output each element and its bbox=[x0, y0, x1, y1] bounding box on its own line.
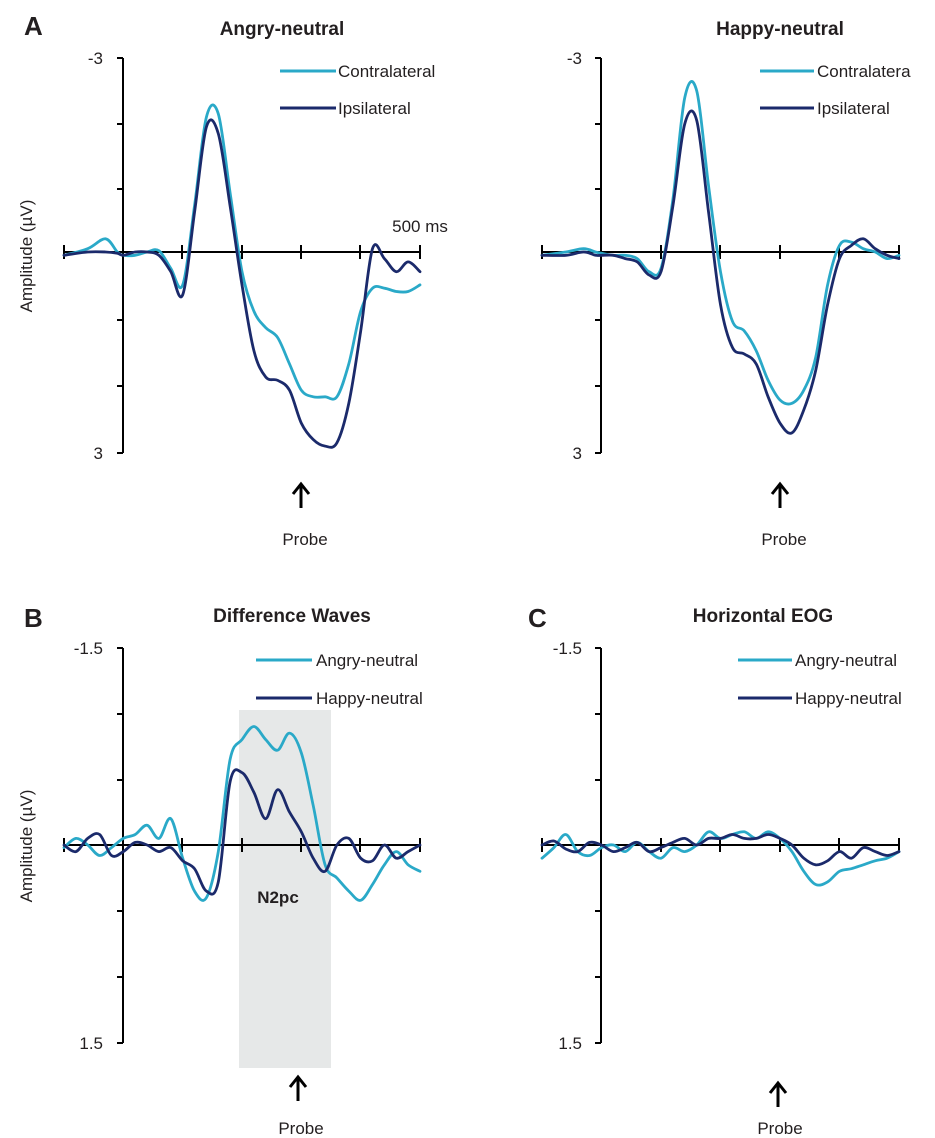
y-tick-label: -3 bbox=[567, 49, 582, 68]
y-tick-label: -1.5 bbox=[74, 639, 103, 658]
probe-marker: Probe bbox=[278, 1074, 324, 1138]
legend-label: Ipsilateral bbox=[338, 99, 411, 118]
panel-angry-neutral: A Angry-neutral Amplitude (µV) -3 3 500 … bbox=[17, 11, 448, 549]
legend-label: Contralateral bbox=[338, 62, 435, 81]
legend-label: Angry-neutral bbox=[316, 651, 418, 670]
chart-title: Horizontal EOG bbox=[693, 606, 833, 627]
legend-label: Ipsilateral bbox=[817, 99, 890, 118]
legend: Contralatera Ipsilateral bbox=[760, 62, 911, 118]
y-ticks bbox=[595, 57, 601, 454]
legend: Contralateral Ipsilateral bbox=[280, 62, 435, 118]
panel-horizontal-eog: C Horizontal EOG -1.5 1.5 Angry-neutral … bbox=[528, 603, 902, 1138]
y-tick-label: -3 bbox=[88, 49, 103, 68]
time-scale-label: 500 ms bbox=[392, 217, 448, 236]
y-tick-label: 1.5 bbox=[558, 1034, 582, 1053]
series-line-contralateral bbox=[540, 80, 901, 406]
legend: Angry-neutral Happy-neutral bbox=[738, 651, 902, 708]
n2pc-window bbox=[239, 710, 331, 1068]
panel-letter: B bbox=[24, 603, 43, 633]
legend-label: Happy-neutral bbox=[795, 689, 902, 708]
series-line-ipsilateral bbox=[62, 118, 422, 449]
panel-difference-waves: B Difference Waves Amplitude (µV) -1.5 1… bbox=[17, 603, 423, 1138]
probe-label: Probe bbox=[761, 530, 806, 549]
y-axis-label: Amplitude (µV) bbox=[17, 790, 36, 903]
panel-letter: C bbox=[528, 603, 547, 633]
legend: Angry-neutral Happy-neutral bbox=[256, 651, 423, 708]
waveforms bbox=[540, 80, 901, 435]
chart-title: Happy-neutral bbox=[716, 19, 844, 40]
up-arrow-icon bbox=[770, 481, 790, 508]
panel-happy-neutral: Happy-neutral -3 3 Contralatera Ipsilate… bbox=[540, 19, 911, 549]
probe-label: Probe bbox=[278, 1119, 323, 1138]
n2pc-label: N2pc bbox=[257, 888, 299, 907]
y-ticks bbox=[117, 647, 123, 1044]
chart-title: Difference Waves bbox=[213, 606, 371, 627]
y-ticks bbox=[117, 57, 123, 454]
y-tick-label: 1.5 bbox=[79, 1034, 103, 1053]
y-ticks bbox=[595, 647, 601, 1044]
panel-letter: A bbox=[24, 11, 43, 41]
probe-marker: Probe bbox=[282, 481, 328, 549]
series-line-ipsilateral bbox=[540, 109, 901, 435]
probe-marker: Probe bbox=[757, 1080, 803, 1138]
up-arrow-icon bbox=[288, 1074, 308, 1101]
up-arrow-icon bbox=[768, 1080, 788, 1107]
y-tick-label: 3 bbox=[573, 444, 582, 463]
waveforms bbox=[62, 725, 422, 902]
series-line-contralateral bbox=[62, 103, 422, 401]
y-axis-label: Amplitude (µV) bbox=[17, 200, 36, 313]
x-ticks bbox=[63, 838, 421, 852]
legend-label: Happy-neutral bbox=[316, 689, 423, 708]
series-line-angry-neutral bbox=[62, 725, 422, 902]
y-tick-label: -1.5 bbox=[553, 639, 582, 658]
up-arrow-icon bbox=[291, 481, 311, 508]
legend-label: Angry-neutral bbox=[795, 651, 897, 670]
legend-label: Contralatera bbox=[817, 62, 911, 81]
series-line-happy-neutral bbox=[540, 833, 901, 867]
x-ticks bbox=[63, 245, 421, 259]
waveforms bbox=[62, 103, 422, 449]
waveforms bbox=[540, 830, 901, 887]
series-line-happy-neutral bbox=[62, 768, 422, 896]
probe-marker: Probe bbox=[761, 481, 807, 549]
x-ticks bbox=[541, 838, 900, 852]
chart-title: Angry-neutral bbox=[220, 19, 345, 40]
probe-label: Probe bbox=[282, 530, 327, 549]
probe-label: Probe bbox=[757, 1119, 802, 1138]
y-tick-label: 3 bbox=[94, 444, 103, 463]
